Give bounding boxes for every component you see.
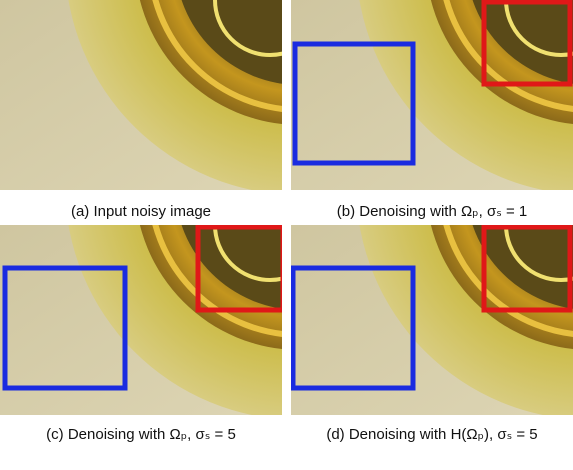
result-image <box>291 225 573 415</box>
figure: (a) Input noisy image (b) Denoising with… <box>0 0 573 470</box>
caption: (d) Denoising with H(Ωₚ), σₛ = 5 <box>291 423 573 446</box>
result-image <box>0 225 282 415</box>
caption: (b) Denoising with Ωₚ, σₛ = 1 <box>291 200 573 223</box>
input-image <box>0 0 282 190</box>
result-image <box>291 0 573 190</box>
caption: (c) Denoising with Ωₚ, σₛ = 5 <box>0 423 282 446</box>
caption: (a) Input noisy image <box>0 200 282 223</box>
